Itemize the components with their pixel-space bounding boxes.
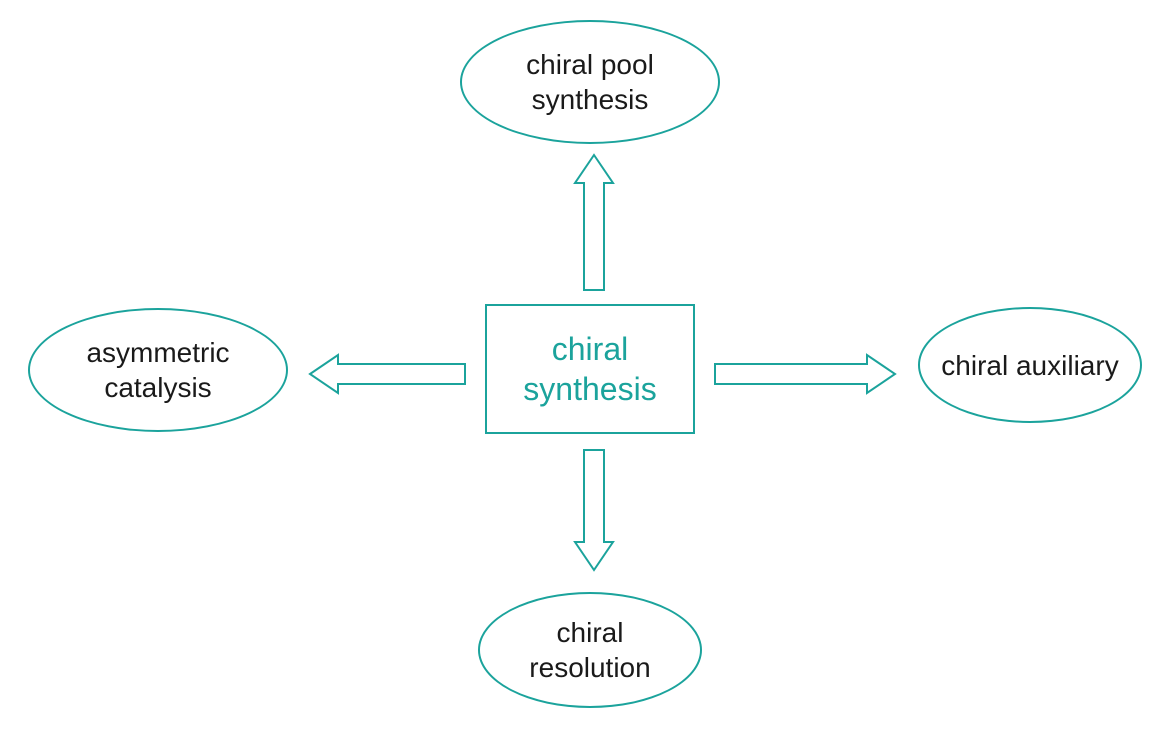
node-chiral-resolution: chiral resolution [478, 592, 702, 708]
node-right-label: chiral auxiliary [927, 348, 1132, 383]
node-chiral-pool-synthesis: chiral pool synthesis [460, 20, 720, 144]
center-label-line1: chiral [552, 331, 628, 367]
arrow-down-icon [575, 450, 613, 570]
node-asymmetric-catalysis: asymmetric catalysis [28, 308, 288, 432]
concept-map: chiral synthesis chiral pool synthesis a… [0, 0, 1165, 750]
node-chiral-auxiliary: chiral auxiliary [918, 307, 1142, 423]
arrow-up-icon [575, 155, 613, 290]
node-bottom-label: chiral resolution [480, 615, 700, 685]
node-top-label: chiral pool synthesis [462, 47, 718, 117]
arrow-right-icon [715, 355, 895, 393]
center-label-line2: synthesis [523, 371, 656, 407]
node-left-label: asymmetric catalysis [30, 335, 286, 405]
center-node: chiral synthesis [485, 304, 695, 434]
arrow-left-icon [310, 355, 465, 393]
